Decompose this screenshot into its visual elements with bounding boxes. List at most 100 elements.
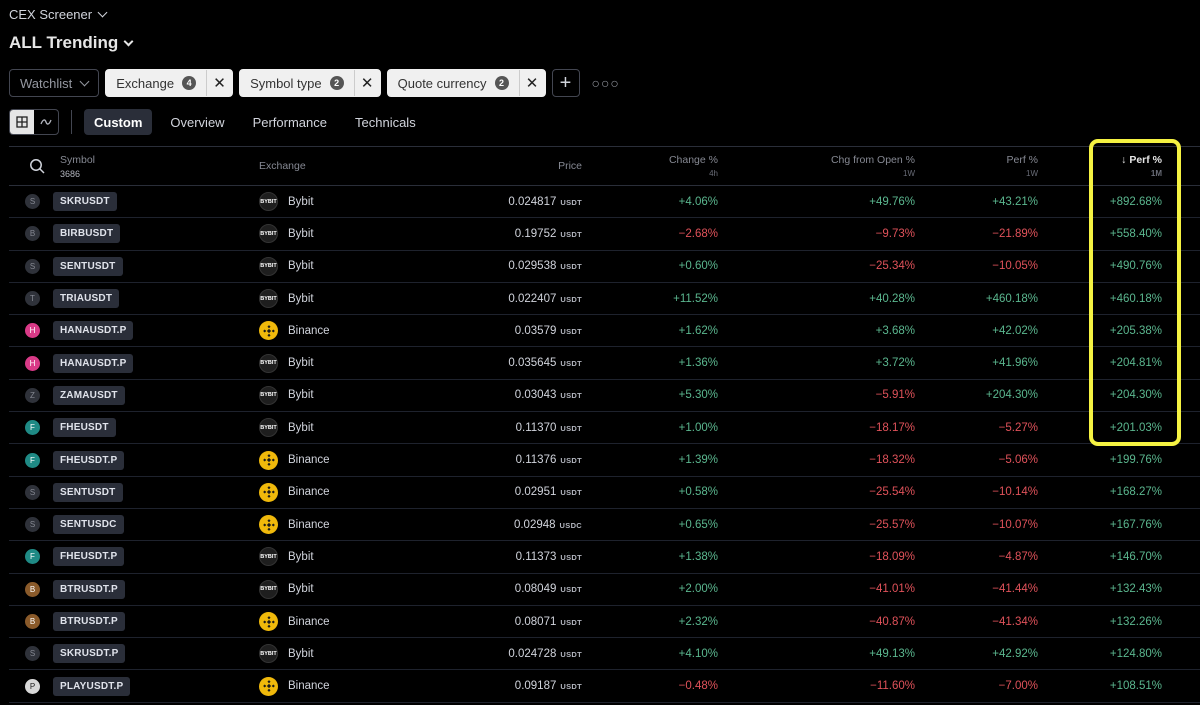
table-row[interactable]: S SENTUSDC Binance 0.02948 USDC +0.65% −2… [9, 508, 1200, 541]
table-row[interactable]: S SKRUSDT.P BYBIT Bybit 0.024728 USDT +4.… [9, 638, 1200, 670]
row-spacer [1170, 315, 1200, 347]
exchange-column-header[interactable]: Exchange [259, 147, 389, 186]
price-value: 0.09187 [514, 680, 557, 693]
close-icon[interactable]: ✕ [206, 70, 232, 96]
price-unit: USDT [560, 294, 582, 304]
tab-performance[interactable]: Performance [252, 114, 327, 130]
chg-open-value: −5.91% [875, 389, 915, 402]
view-toggle [9, 109, 59, 135]
table-row[interactable]: F FHEUSDT BYBIT Bybit 0.11370 USDT +1.00%… [9, 412, 1200, 444]
table-row[interactable]: B BIRBUSDT BYBIT Bybit 0.19752 USDT −2.68… [9, 218, 1200, 251]
tab-overview[interactable]: Overview [170, 114, 225, 130]
table-row[interactable]: S SENTUSDT Binance 0.02951 USDT +0.58% −2… [9, 476, 1200, 509]
bybit-logo-icon: BYBIT [259, 289, 278, 309]
row-spacer [1170, 541, 1200, 573]
symbol-tag[interactable]: ZAMAUSDT [53, 385, 125, 405]
symbol-tag[interactable]: BIRBUSDT [53, 224, 121, 244]
price-unit: USDT [560, 649, 582, 659]
table-row[interactable]: Z ZAMAUSDT BYBIT Bybit 0.03043 USDT +5.30… [9, 379, 1200, 412]
symbol-tag[interactable]: SENTUSDT [53, 482, 123, 502]
price-value: 0.11376 [515, 454, 557, 467]
symbol-tag[interactable]: BTRUSDT.P [53, 579, 125, 599]
search-icon[interactable] [29, 158, 45, 174]
bybit-logo-icon: BYBIT [259, 644, 278, 664]
table-row[interactable]: P PLAYUSDT.P Binance 0.09187 USDT −0.48% … [9, 670, 1200, 703]
coin-avatar-icon: T [25, 291, 40, 307]
change-value: −0.48% [678, 680, 718, 693]
change-value: +0.58% [678, 486, 718, 499]
coin-avatar-icon: S [25, 258, 40, 274]
table-row[interactable]: T TRIAUSDT BYBIT Bybit 0.022407 USDT +11.… [9, 282, 1200, 315]
table-row[interactable]: F FHEUSDT.P BYBIT Bybit 0.11373 USDT +1.3… [9, 541, 1200, 574]
price-unit: USDT [560, 617, 582, 627]
bybit-logo-icon: BYBIT [259, 385, 278, 405]
chg-open-value: −25.34% [869, 260, 915, 273]
symbol-tag[interactable]: PLAYUSDT.P [53, 676, 131, 696]
table-row[interactable]: B BTRUSDT.P BYBIT Bybit 0.08049 USDT +2.0… [9, 573, 1200, 606]
exchange-name: Bybit [288, 195, 314, 208]
chg-open-value: +49.76% [869, 195, 915, 208]
chg-open-value: −11.60% [870, 680, 915, 693]
perf-1w-value: −41.34% [992, 615, 1038, 628]
symbol-tag[interactable]: FHEUSDT.P [53, 547, 125, 567]
table-row[interactable]: B BTRUSDT.P Binance 0.08071 USDT +2.32% −… [9, 605, 1200, 638]
row-spacer [1170, 347, 1200, 379]
table-row[interactable]: S SKRUSDT BYBIT Bybit 0.024817 USDT +4.06… [9, 186, 1200, 218]
symbol-type-filter[interactable]: Symbol type 2 ✕ [239, 69, 381, 97]
binance-logo-icon [259, 450, 278, 470]
close-icon[interactable]: ✕ [518, 70, 545, 96]
table-row[interactable]: H HANAUSDT.P BYBIT Bybit 0.035645 USDT +1… [9, 347, 1200, 380]
price-value: 0.024817 [508, 195, 557, 208]
perf-1w-column-header[interactable]: Perf % 1W [923, 147, 1046, 186]
row-spacer [1170, 444, 1200, 476]
perf-1w-value: −10.07% [992, 518, 1038, 531]
table-view-icon[interactable] [10, 110, 34, 134]
symbol-tag[interactable]: FHEUSDT.P [53, 450, 125, 470]
symbol-tag[interactable]: FHEUSDT [53, 418, 116, 438]
exchange-name: Binance [288, 680, 330, 693]
row-spacer [1170, 476, 1200, 508]
watchlist-filter[interactable]: Watchlist [9, 69, 100, 97]
price-value: 0.11373 [515, 550, 557, 563]
price-column-header[interactable]: Price [389, 147, 590, 186]
symbol-tag[interactable]: SENTUSDT [53, 256, 123, 276]
change-value: +5.30% [678, 389, 718, 402]
spacer-column [1170, 147, 1200, 186]
symbol-column-header[interactable]: Symbol 3686 [9, 147, 259, 186]
symbol-type-filter-label: Symbol type [250, 75, 322, 91]
change-column-header[interactable]: Change % 4h [590, 147, 726, 186]
more-icon[interactable]: ○○○ [591, 75, 620, 91]
symbol-tag[interactable]: TRIAUSDT [53, 289, 120, 309]
change-value: +1.00% [678, 421, 718, 434]
perf-1w-value: +41.96% [992, 357, 1038, 370]
chg-open-value: −40.87% [869, 615, 915, 628]
symbol-tag[interactable]: HANAUSDT.P [53, 321, 134, 341]
tab-custom[interactable]: Custom [84, 109, 153, 135]
tab-technicals[interactable]: Technicals [355, 114, 416, 130]
table-row[interactable]: S SENTUSDT BYBIT Bybit 0.029538 USDT +0.6… [9, 250, 1200, 283]
price-unit: USDT [560, 197, 582, 207]
chg-open-column-header[interactable]: Chg from Open % 1W [726, 147, 923, 186]
quote-currency-filter[interactable]: Quote currency 2 ✕ [386, 69, 546, 97]
view-tabs-row: Custom Overview Performance Technicals [9, 109, 434, 135]
change-value: +2.00% [678, 583, 718, 596]
exchange-filter[interactable]: Exchange 4 ✕ [105, 69, 234, 97]
price-unit: USDT [560, 423, 582, 433]
add-filter-button[interactable]: + [551, 69, 580, 97]
screener-menu[interactable]: CEX Screener [9, 7, 108, 22]
chevron-down-icon [97, 7, 108, 18]
symbol-tag[interactable]: HANAUSDT.P [53, 353, 134, 373]
symbol-tag[interactable]: SKRUSDT.P [53, 644, 126, 664]
close-icon[interactable]: ✕ [353, 70, 380, 96]
symbol-tag[interactable]: BTRUSDT.P [53, 612, 125, 631]
table-row[interactable]: F FHEUSDT.P Binance 0.11376 USDT +1.39% −… [9, 444, 1200, 477]
table-row[interactable]: H HANAUSDT.P Binance 0.03579 USDT +1.62% … [9, 315, 1200, 347]
symbol-tag[interactable]: SENTUSDC [53, 515, 124, 535]
page-title[interactable]: ALL Trending [9, 33, 134, 53]
chart-view-icon[interactable] [34, 110, 58, 134]
symbol-tag[interactable]: SKRUSDT [53, 192, 117, 212]
chg-open-value: −9.73% [875, 227, 915, 240]
perf-1w-value: −7.00% [998, 680, 1038, 693]
perf-1m-column-header[interactable]: ↓ Perf % 1M [1046, 147, 1170, 186]
change-value: +0.60% [678, 260, 718, 273]
